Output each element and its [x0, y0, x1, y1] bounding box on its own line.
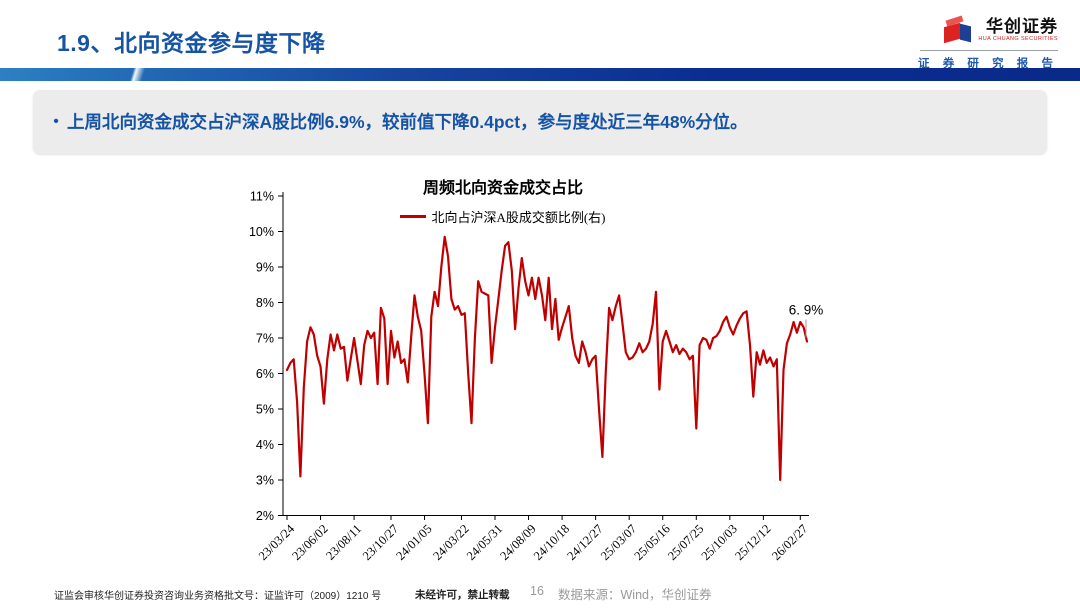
x-tick-label: 24/03/22	[430, 522, 471, 563]
y-tick-label: 11%	[250, 190, 274, 204]
x-tick-label: 25/03/07	[598, 522, 639, 563]
x-tick-label: 23/06/02	[289, 522, 330, 563]
y-tick-label: 9%	[256, 261, 274, 275]
bullet-text: 上周北向资金成交占沪深A股比例6.9%，较前值下降0.4pct，参与度处近三年4…	[67, 112, 748, 132]
footer-license: 证监会审核华创证券投资咨询业务资格批文号：证监许可（2009）1210 号	[54, 591, 382, 602]
huachuang-logo: 华创证券 HUA CHUANG SECURITIES 证 券 研 究 报 告	[908, 14, 1058, 71]
y-tick-label: 10%	[249, 225, 274, 239]
x-tick-label: 23/10/27	[360, 522, 401, 563]
x-tick-label: 23/03/24	[256, 521, 298, 563]
logo-tagline: 证 券 研 究 报 告	[918, 58, 1058, 70]
title-accent-bar	[0, 68, 1080, 81]
footer-source: 数据来源：Wind，华创证券	[558, 588, 712, 602]
x-tick-label: 25/12/12	[732, 522, 773, 563]
y-tick-label: 4%	[256, 438, 274, 452]
x-tick-label: 24/01/05	[393, 522, 434, 563]
chart-title: 周频北向资金成交占比	[422, 180, 583, 197]
page-title: 1.9、北向资金参与度下降	[57, 30, 326, 56]
y-tick-label: 8%	[256, 296, 274, 310]
chart-line-northbound	[285, 235, 809, 482]
x-tick-label: 25/05/16	[631, 522, 672, 563]
logo-cube-icon	[943, 14, 973, 46]
y-tick-label: 7%	[256, 332, 274, 346]
x-tick-label: 24/12/27	[564, 522, 605, 563]
footer-notice: 未经许可，禁止转载	[415, 589, 510, 601]
logo-divider	[920, 50, 1058, 51]
highlight-box: • 上周北向资金成交占沪深A股比例6.9%，较前值下降0.4pct，参与度处近三…	[33, 90, 1047, 154]
chart-area: 周频北向资金成交占比 北向占沪深A股成交额比例(右) 11% 10% 9% 8% 7% 6…	[240, 168, 840, 568]
y-tick-label: 5%	[256, 403, 274, 417]
legend-label: 北向占沪深A股成交额比例(右)	[431, 210, 606, 225]
chart-svg: 11%10%9%8%7%6%5%4%3%2%23/03/2423/06/0223…	[249, 190, 824, 564]
x-tick-label: 25/07/25	[665, 522, 706, 563]
y-tick-label: 3%	[256, 474, 274, 488]
x-tick-label: 25/10/03	[699, 522, 740, 563]
y-tick-label: 6%	[256, 367, 274, 381]
annotation-label: 6. 9%	[789, 303, 824, 318]
page-number: 16	[530, 584, 544, 598]
bullet-marker: •	[53, 113, 59, 130]
chart-legend: 北向占沪深A股成交额比例(右)	[240, 207, 766, 226]
logo-subtitle: HUA CHUANG SECURITIES	[978, 35, 1058, 42]
legend-line-swatch	[400, 215, 427, 218]
x-tick-label: 24/08/09	[497, 522, 538, 563]
x-tick-label: 24/10/18	[531, 522, 572, 563]
logo-name: 华创证券	[986, 16, 1058, 36]
y-tick-label: 2%	[256, 509, 274, 523]
x-tick-label: 23/08/11	[323, 522, 364, 563]
x-tick-label: 24/05/31	[464, 522, 505, 563]
x-tick-label: 26/02/27	[769, 522, 810, 563]
